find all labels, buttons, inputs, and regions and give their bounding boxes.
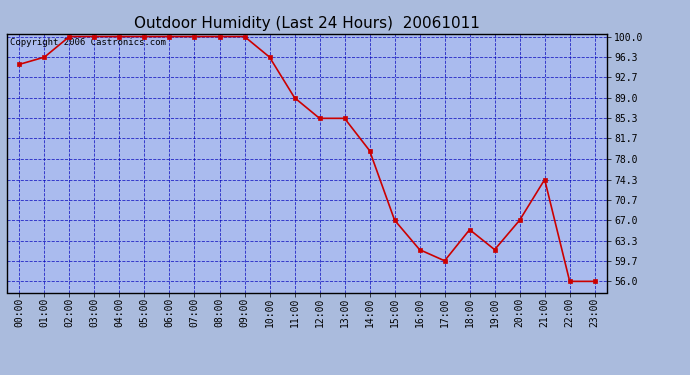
Title: Outdoor Humidity (Last 24 Hours)  20061011: Outdoor Humidity (Last 24 Hours) 2006101… <box>134 16 480 31</box>
Text: Copyright 2006 Castronics.com: Copyright 2006 Castronics.com <box>10 38 166 46</box>
